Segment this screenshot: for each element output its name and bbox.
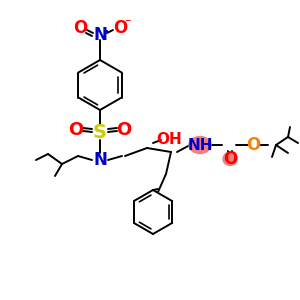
Ellipse shape (223, 152, 237, 166)
Text: O: O (113, 19, 127, 37)
Text: NH: NH (187, 137, 213, 152)
Text: O: O (246, 136, 260, 154)
Text: N: N (93, 151, 107, 169)
Text: ⁻: ⁻ (124, 17, 130, 31)
Text: O: O (223, 150, 237, 168)
Ellipse shape (189, 136, 211, 154)
Text: S: S (93, 122, 107, 142)
Text: O: O (73, 19, 87, 37)
Text: N: N (93, 26, 107, 44)
Text: O: O (68, 121, 84, 139)
Text: OH: OH (156, 133, 182, 148)
Text: O: O (116, 121, 132, 139)
